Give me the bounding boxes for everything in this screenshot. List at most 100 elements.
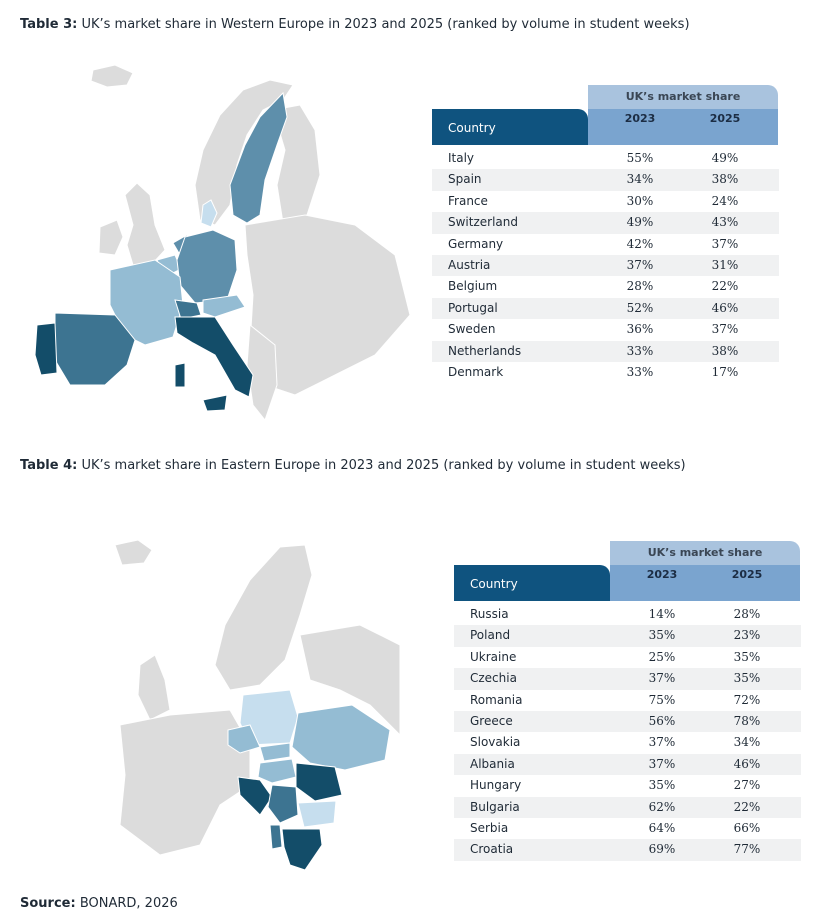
share-2025-cell: 38% (711, 172, 739, 187)
table-row: Belgium 28% 22% (432, 276, 779, 297)
share-2025-cell: 22% (733, 799, 761, 814)
country-cell: Austria (448, 258, 491, 272)
sicily-shape (202, 394, 228, 412)
serbia-shape (267, 784, 299, 824)
bulgaria-shape (297, 800, 337, 828)
greece-shape (281, 828, 323, 871)
table4-year-2025: 2025 (731, 568, 763, 581)
share-2023-cell: 69% (648, 842, 676, 857)
romania-shape (295, 762, 343, 802)
country-cell: Switzerland (448, 215, 518, 230)
sardinia-shape (174, 362, 186, 388)
table-row: Slovakia 37% 34% (454, 732, 801, 753)
table-row: Netherlands 33% 38% (432, 340, 779, 362)
share-2025-cell: 38% (711, 343, 739, 358)
share-2025-cell: 22% (711, 279, 739, 294)
ukraine-shape (291, 704, 391, 771)
share-2023-cell: 52% (626, 300, 654, 315)
table-row: Croatia 69% 77% (454, 839, 801, 861)
share-2025-cell: 46% (711, 300, 739, 315)
table-row: Spain 34% 38% (432, 169, 779, 191)
country-cell: Belgium (448, 279, 498, 294)
country-cell: Albania (470, 756, 515, 771)
share-2023-cell: 33% (626, 365, 654, 379)
table4-caption: Table 4: UK’s market share in Eastern Eu… (20, 458, 686, 473)
share-2023-cell: 37% (648, 756, 676, 771)
share-2023-cell: 62% (648, 799, 676, 814)
table4-caption-text: UK’s market share in Eastern Europe in 2… (81, 458, 686, 473)
share-2025-cell: 72% (733, 692, 761, 707)
table3-label: Table 3: (20, 17, 78, 32)
share-2025-cell: 17% (711, 365, 739, 379)
table-row: Portugal 52% 46% (432, 297, 779, 320)
share-2023-cell: 56% (648, 714, 676, 728)
table4-label: Table 4: (20, 458, 78, 473)
country-cell: Netherlands (448, 343, 522, 358)
uk-shape (124, 182, 166, 266)
country-cell: Hungary (470, 778, 522, 793)
share-2023-cell: 25% (648, 649, 676, 664)
share-2023-cell: 49% (626, 215, 654, 230)
share-2023-cell: 35% (648, 778, 676, 793)
western-europe-map (34, 64, 411, 422)
table3-header-country: Country (432, 109, 588, 145)
western-europe-shape (119, 709, 251, 856)
balkans-shape (246, 324, 278, 422)
share-2023-cell: 37% (648, 671, 676, 686)
share-2023-cell: 42% (626, 236, 654, 251)
table-row: Russia 14% 28% (454, 604, 801, 625)
portugal-shape (34, 322, 58, 376)
table-row: Hungary 35% 27% (454, 775, 801, 796)
share-2025-cell: 66% (733, 821, 761, 835)
country-cell: Portugal (448, 300, 498, 315)
table4-year-2023: 2023 (646, 568, 678, 581)
country-cell: Italy (448, 151, 475, 165)
country-cell: Slovakia (470, 735, 521, 750)
table4-header-country: Country (454, 565, 610, 601)
country-cell: Serbia (470, 821, 509, 835)
table-row: Denmark 33% 17% (432, 362, 779, 383)
italy-shape (174, 316, 254, 398)
country-cell: Russia (470, 607, 509, 621)
table4: UK’s market share 2023 2025 Country Russ… (454, 541, 801, 861)
country-cell: Croatia (470, 842, 514, 857)
share-2025-cell: 37% (711, 236, 739, 251)
share-2023-cell: 64% (648, 821, 676, 835)
share-2023-cell: 75% (648, 692, 676, 707)
country-cell: Germany (448, 236, 504, 251)
share-2023-cell: 34% (626, 172, 654, 187)
austria-shape (202, 294, 246, 318)
table-row: Romania 75% 72% (454, 690, 801, 711)
country-cell: France (448, 193, 488, 208)
table-row: Czechia 37% 35% (454, 668, 801, 690)
spain-shape (54, 312, 136, 386)
sweden-shape (229, 91, 288, 224)
share-2025-cell: 24% (711, 193, 739, 208)
country-cell: Ukraine (470, 649, 517, 664)
denmark-shape (200, 199, 218, 228)
source-note: Source: BONARD, 2026 (20, 896, 178, 911)
share-2025-cell: 34% (733, 735, 761, 750)
table4-header-years: 2023 2025 (610, 565, 800, 601)
share-2023-cell: 55% (626, 151, 654, 165)
czechia-shape (227, 724, 261, 754)
scandinavia-shape (214, 544, 313, 691)
table-row: Bulgaria 62% 22% (454, 796, 801, 818)
table-row: Albania 37% 46% (454, 753, 801, 776)
share-2025-cell: 27% (733, 778, 761, 793)
share-2025-cell: 43% (711, 215, 739, 230)
table-row: Germany 42% 37% (432, 234, 779, 255)
country-cell: Spain (448, 172, 482, 187)
table-row: France 30% 24% (432, 191, 779, 212)
country-cell: Poland (470, 628, 511, 643)
source-label: Source: (20, 896, 76, 911)
uk-shape (137, 654, 171, 721)
source-text: BONARD, 2026 (79, 896, 178, 911)
table-row: Sweden 36% 37% (432, 319, 779, 340)
table-row: Serbia 64% 66% (454, 818, 801, 839)
eastern-europe-map (114, 539, 400, 871)
share-2025-cell: 35% (733, 671, 761, 686)
country-cell: Denmark (448, 365, 504, 379)
share-2023-cell: 33% (626, 343, 654, 358)
country-cell: Sweden (448, 322, 496, 337)
